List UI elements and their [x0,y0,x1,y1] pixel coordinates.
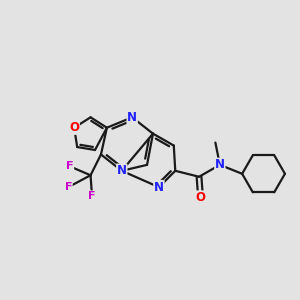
Text: F: F [66,161,74,171]
Text: F: F [88,191,96,201]
Text: N: N [215,158,225,171]
Text: N: N [154,181,164,194]
Text: N: N [117,164,127,177]
Text: N: N [127,111,137,124]
Text: O: O [196,191,206,204]
Text: O: O [69,121,79,134]
Text: F: F [64,182,72,192]
